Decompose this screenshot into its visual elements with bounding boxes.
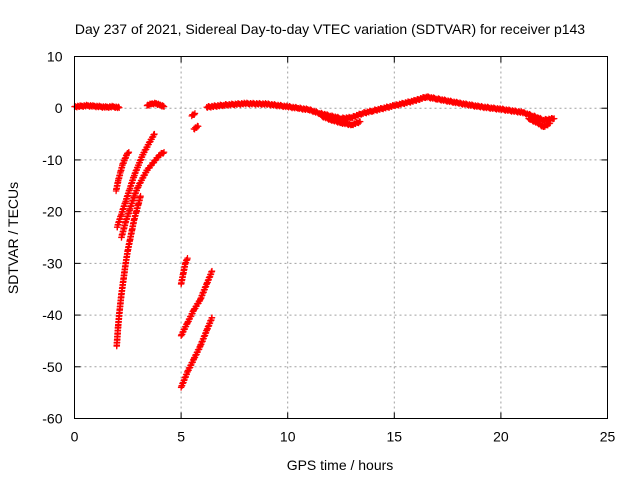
data-point	[116, 291, 125, 314]
data-point	[208, 267, 216, 275]
x-tick-label: 10	[280, 429, 296, 445]
data-point	[208, 314, 216, 321]
data-point	[391, 96, 418, 110]
data-point	[96, 103, 109, 111]
series-arc-5	[118, 148, 168, 241]
plot-frame	[74, 56, 608, 419]
data-point	[112, 179, 122, 195]
data-point	[190, 122, 201, 133]
series-arc-4	[113, 130, 158, 231]
data-point	[497, 105, 525, 116]
data-point	[188, 111, 198, 120]
data-point	[203, 101, 227, 111]
data-point	[160, 103, 168, 110]
series-arc-12	[203, 93, 558, 124]
x-tick-label: 25	[600, 429, 616, 445]
grid	[74, 56, 608, 419]
data-point	[356, 118, 364, 125]
series-arc-3	[112, 148, 133, 195]
x-tick-label: 15	[387, 429, 403, 445]
data-point	[197, 281, 210, 303]
data-point	[118, 219, 129, 241]
chart-title: Day 237 of 2021, Sidereal Day-to-day VTE…	[75, 21, 585, 37]
data-point	[190, 343, 204, 363]
data-point	[122, 247, 131, 267]
data-point	[113, 323, 122, 350]
series-arc-10	[188, 110, 199, 120]
data-point	[241, 99, 269, 108]
data-point	[126, 194, 138, 213]
series-arc-6	[113, 192, 144, 350]
x-axis-label: GPS time / hours	[287, 457, 394, 473]
data-point	[348, 110, 365, 121]
y-tick-label: -40	[42, 307, 62, 323]
data-point	[519, 108, 536, 120]
x-tick-label: 5	[177, 429, 185, 445]
data-point	[156, 149, 167, 159]
data-point	[455, 99, 482, 110]
series-arc-9	[177, 314, 216, 391]
y-tick-label: -50	[42, 359, 62, 375]
data-point	[122, 186, 133, 205]
series-arc-7	[177, 254, 191, 288]
data-point	[130, 209, 140, 223]
data-point	[160, 148, 168, 156]
data-point	[122, 207, 133, 226]
series-arc-13	[318, 112, 364, 129]
y-tick-label: -60	[42, 411, 62, 427]
y-tick-label: 10	[47, 49, 63, 65]
data-point	[116, 104, 123, 111]
y-tick-label: -20	[42, 204, 62, 220]
x-tick-label: 20	[493, 429, 509, 445]
data-point	[546, 120, 554, 127]
data-point	[433, 95, 461, 107]
data-point	[263, 100, 291, 111]
data-point	[126, 173, 138, 192]
data-point	[184, 254, 191, 262]
series-arc-14	[525, 115, 554, 131]
data-point	[476, 102, 504, 113]
series-arc-11	[190, 122, 202, 133]
y-tick-label: -10	[42, 152, 62, 168]
series-arc-8	[177, 267, 216, 339]
data-point	[194, 123, 202, 130]
series-arc-2	[143, 99, 168, 110]
series-arc-1	[71, 101, 123, 112]
data-point	[551, 115, 558, 122]
data-point	[137, 192, 144, 200]
y-tick-label: -30	[42, 255, 62, 271]
data-point	[118, 199, 129, 218]
data-point	[191, 110, 199, 117]
y-tick-label: 0	[55, 100, 63, 116]
data-point	[151, 130, 158, 138]
x-tick-label: 0	[71, 429, 79, 445]
data-point	[125, 148, 133, 156]
data-point	[177, 368, 191, 391]
data-point	[369, 102, 397, 115]
y-axis-label: SDTVAR / TECUs	[5, 182, 21, 294]
data-point	[177, 320, 191, 339]
data-points	[71, 93, 558, 391]
